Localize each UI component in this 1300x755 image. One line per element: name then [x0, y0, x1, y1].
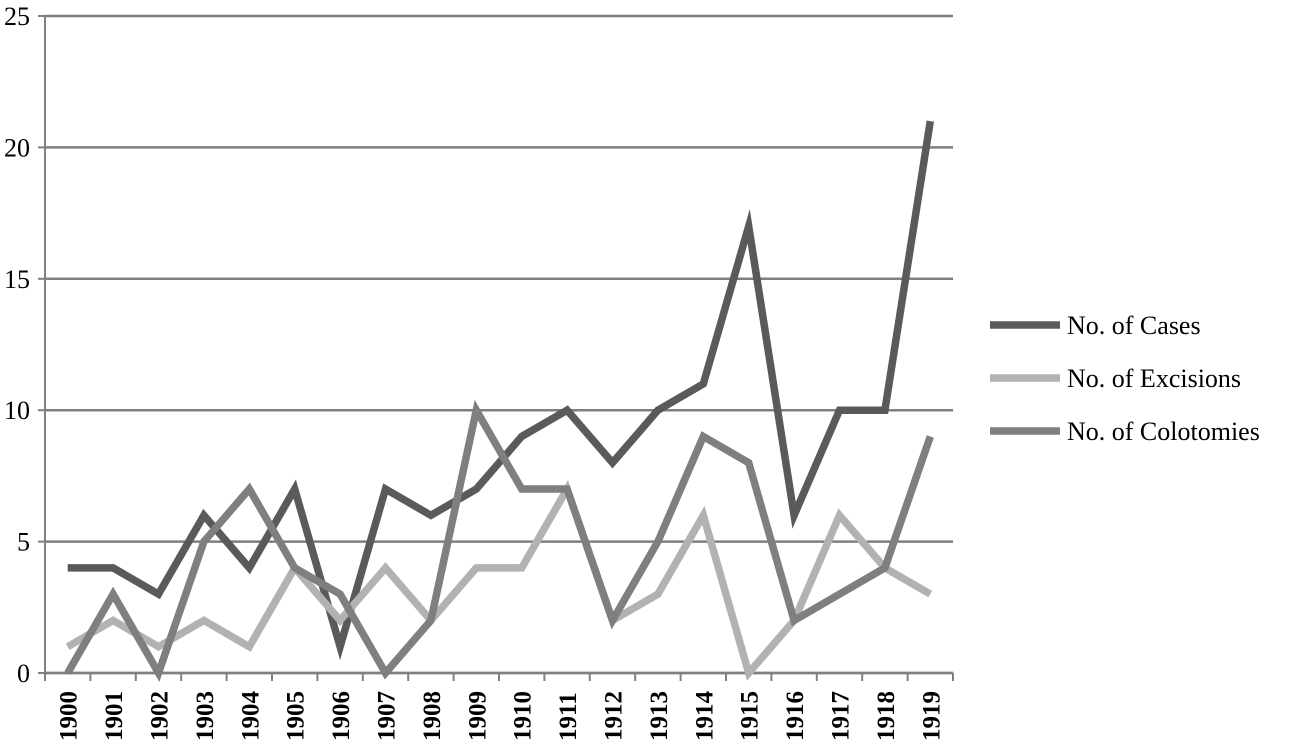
x-tick-label: 1911: [555, 692, 582, 741]
legend-label: No. of Colotomies: [1067, 417, 1260, 446]
legend-label: No. of Cases: [1067, 311, 1201, 340]
y-tick-label: 5: [17, 528, 30, 557]
series-line-no-of-cases: [67, 120, 935, 661]
y-tick-label: 0: [17, 659, 30, 688]
y-axis-ticks: 0 5 10 15 20 25: [4, 2, 45, 688]
x-tick-label: 1905: [283, 691, 310, 741]
legend-label: No. of Excisions: [1067, 364, 1241, 393]
x-tick-label: 1913: [646, 691, 673, 741]
legend: No. of Cases No. of Excisions No. of Colot…: [990, 311, 1260, 446]
y-tick-label: 20: [4, 133, 30, 162]
x-axis-ticks: 1900 1901 1902 1903 1904 1905 1906 1907 1908 1909…: [44, 673, 954, 742]
y-tick-label: 25: [4, 2, 30, 31]
series-line-no-of-colotomies: [64, 399, 934, 683]
x-tick-label: 1917: [828, 691, 855, 741]
x-tick-label: 1901: [101, 691, 128, 741]
x-tick-label: 1914: [691, 691, 718, 742]
x-tick-label: 1919: [918, 691, 945, 741]
x-tick-label: 1912: [601, 691, 628, 741]
x-tick-label: 1900: [56, 691, 83, 741]
x-tick-label: 1903: [192, 691, 219, 741]
x-tick-label: 1908: [419, 691, 446, 741]
x-tick-label: 1918: [873, 691, 900, 741]
x-tick-label: 1909: [464, 691, 491, 741]
x-tick-label: 1906: [328, 691, 355, 741]
y-tick-label: 15: [4, 265, 30, 294]
series-line-no-of-excisions: [65, 480, 933, 681]
series-lines: [64, 120, 935, 683]
x-tick-label: 1916: [782, 691, 809, 741]
x-tick-label: 1907: [374, 691, 401, 741]
x-tick-label: 1915: [737, 691, 764, 741]
x-tick-label: 1902: [147, 691, 174, 741]
x-tick-label: 1904: [237, 691, 264, 742]
x-tick-label: 1910: [510, 691, 537, 741]
y-tick-label: 10: [4, 396, 30, 425]
